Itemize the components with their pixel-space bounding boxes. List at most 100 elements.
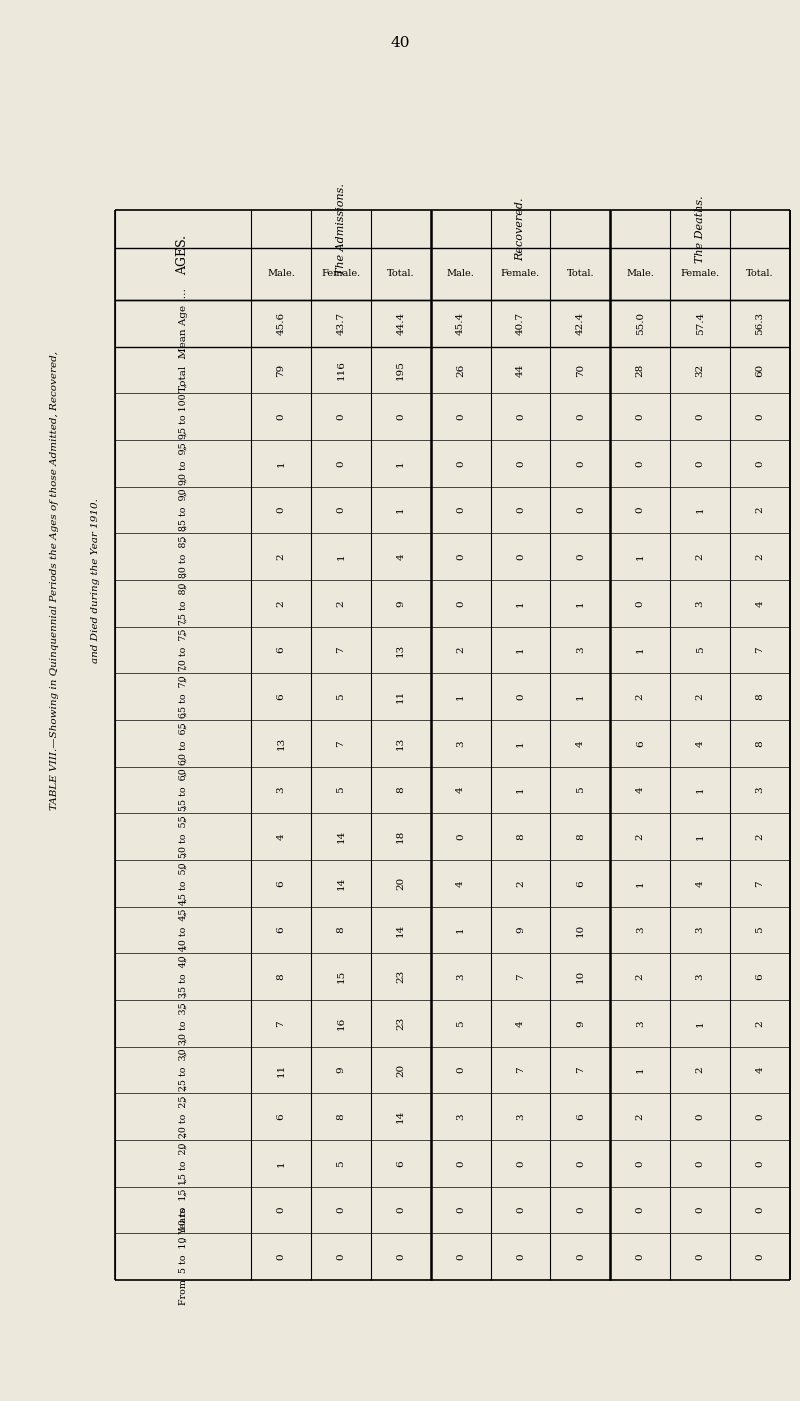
Text: 0: 0: [456, 1254, 465, 1259]
Text: 0: 0: [396, 1206, 406, 1213]
Text: Recovered.: Recovered.: [515, 198, 526, 261]
Text: 7: 7: [576, 1066, 585, 1073]
Text: 8: 8: [336, 1114, 346, 1119]
Text: 4: 4: [755, 600, 765, 607]
Text: Female.: Female.: [501, 269, 540, 279]
Text: 1: 1: [636, 1066, 645, 1073]
Text: 42.4: 42.4: [576, 312, 585, 335]
Text: 4: 4: [456, 787, 465, 793]
Text: 2: 2: [277, 553, 286, 560]
Text: Total.: Total.: [387, 269, 414, 279]
Text: 40.7: 40.7: [516, 312, 525, 335]
Text: 2: 2: [755, 553, 765, 560]
Text: 13: 13: [396, 737, 406, 750]
Text: 1: 1: [516, 740, 525, 747]
Text: 0: 0: [755, 1114, 765, 1119]
Text: 79: 79: [277, 363, 286, 377]
Text: 7: 7: [516, 1066, 525, 1073]
Text: 3: 3: [636, 1020, 645, 1027]
Text: Total.: Total.: [566, 269, 594, 279]
Text: 3: 3: [456, 740, 465, 747]
Text: 0: 0: [516, 1254, 525, 1259]
Text: 1: 1: [336, 553, 346, 560]
Text: Total  …: Total …: [178, 349, 187, 391]
Text: 2: 2: [456, 647, 465, 653]
Text: From  5 to  10 Years: From 5 to 10 Years: [178, 1208, 187, 1306]
Text: Female.: Female.: [322, 269, 361, 279]
Text: 0: 0: [456, 1206, 465, 1213]
Text: 0: 0: [636, 507, 645, 513]
Text: 5: 5: [576, 787, 585, 793]
Text: 6: 6: [576, 880, 585, 887]
Text: 4: 4: [396, 553, 406, 560]
Text: 0: 0: [636, 413, 645, 420]
Text: 14: 14: [336, 877, 346, 890]
Text: „  45 to  50  „: „ 45 to 50 „: [178, 850, 187, 916]
Text: 1: 1: [516, 600, 525, 607]
Text: 4: 4: [696, 740, 705, 747]
Text: 6: 6: [576, 1114, 585, 1119]
Text: 2: 2: [755, 1020, 765, 1027]
Text: „  75 to  80  „: „ 75 to 80 „: [178, 572, 187, 636]
Text: 2: 2: [636, 693, 645, 700]
Text: 6: 6: [277, 647, 286, 653]
Text: 8: 8: [755, 740, 765, 747]
Text: 0: 0: [636, 1160, 645, 1167]
Text: 5: 5: [755, 926, 765, 933]
Text: 5: 5: [456, 1020, 465, 1027]
Text: „  10 to  15  „: „ 10 to 15 „: [178, 1178, 187, 1243]
Text: 0: 0: [696, 460, 705, 467]
Text: 0: 0: [576, 1160, 585, 1167]
Text: 0: 0: [576, 507, 585, 513]
Text: 1: 1: [696, 507, 705, 513]
Text: 45.6: 45.6: [277, 312, 286, 335]
Text: 20: 20: [396, 1063, 406, 1076]
Text: 8: 8: [336, 926, 346, 933]
Text: 9: 9: [576, 1020, 585, 1027]
Text: 10: 10: [576, 923, 585, 937]
Text: 3: 3: [636, 926, 645, 933]
Text: 7: 7: [336, 740, 346, 747]
Text: 0: 0: [336, 413, 346, 420]
Text: 9: 9: [336, 1066, 346, 1073]
Text: 0: 0: [755, 413, 765, 420]
Text: „  15 to  20  „: „ 15 to 20 „: [178, 1131, 187, 1195]
Text: „  30 to  35  „: „ 30 to 35 „: [178, 991, 187, 1055]
Text: 0: 0: [396, 413, 406, 420]
Text: 0: 0: [755, 460, 765, 467]
Text: „  35 to  40  „: „ 35 to 40 „: [178, 944, 187, 1009]
Text: 4: 4: [636, 787, 645, 793]
Text: 0: 0: [336, 460, 346, 467]
Text: 0: 0: [576, 460, 585, 467]
Text: 1: 1: [636, 880, 645, 887]
Text: 5: 5: [336, 693, 346, 700]
Text: 0: 0: [277, 507, 286, 513]
Text: 4: 4: [696, 880, 705, 887]
Text: 0: 0: [456, 413, 465, 420]
Text: 44.4: 44.4: [396, 312, 406, 335]
Text: Female.: Female.: [681, 269, 720, 279]
Text: 3: 3: [696, 926, 705, 933]
Text: 0: 0: [636, 600, 645, 607]
Text: 0: 0: [696, 413, 705, 420]
Text: 0: 0: [277, 1254, 286, 1259]
Text: 14: 14: [396, 1110, 406, 1124]
Text: 0: 0: [696, 1160, 705, 1167]
Text: 1: 1: [396, 507, 406, 513]
Text: „  95 to 100  „: „ 95 to 100 „: [178, 382, 187, 450]
Text: 1: 1: [277, 460, 286, 467]
Text: 11: 11: [277, 1063, 286, 1076]
Text: 1: 1: [636, 647, 645, 653]
Text: 6: 6: [636, 740, 645, 747]
Text: 0: 0: [755, 1254, 765, 1259]
Text: and Died during the Year 1910.: and Died during the Year 1910.: [90, 499, 99, 664]
Text: 20: 20: [396, 877, 406, 890]
Text: 8: 8: [277, 974, 286, 979]
Text: 43.7: 43.7: [336, 312, 346, 335]
Text: 3: 3: [277, 787, 286, 793]
Text: 6: 6: [277, 1114, 286, 1119]
Text: „  90 to  95  „: „ 90 to 95 „: [178, 432, 187, 496]
Text: 26: 26: [456, 363, 465, 377]
Text: Total.: Total.: [746, 269, 774, 279]
Text: 0: 0: [516, 693, 525, 700]
